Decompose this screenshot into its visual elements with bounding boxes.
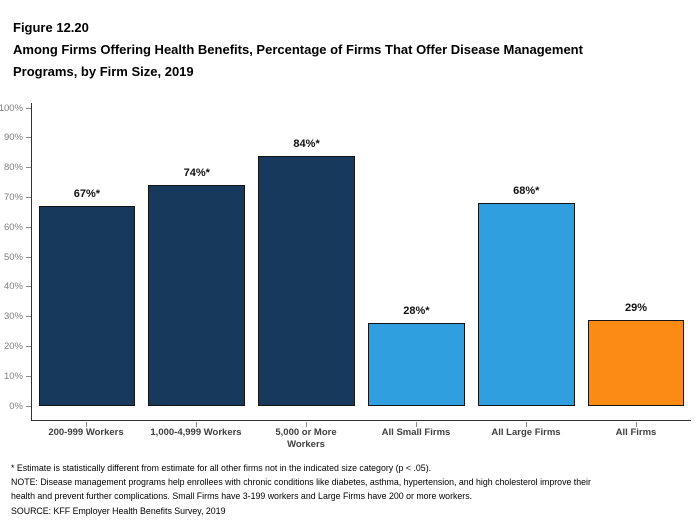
bar [587,319,685,406]
bar-slot: 68%* [471,108,581,406]
bar [258,155,355,406]
bar-slot: 67%* [32,108,142,406]
bar-value-label: 28%* [403,304,430,317]
bar [368,322,465,406]
footnote-line: * Estimate is statistically different fr… [11,463,432,473]
bar-value-label: 29% [625,301,648,314]
y-axis-tick-label: 10% [3,370,23,382]
y-axis-tick-label: 40% [3,281,23,293]
x-axis-tick [635,421,637,427]
bar-value-label: 67%* [73,188,101,201]
y-axis-tick-label: 80% [3,162,23,174]
bars-row: 67%* 74%* 84%* 28%* 68%* 29% [32,108,691,406]
y-axis-tick [25,405,31,407]
x-axis-tick [415,421,417,427]
bar-value-label: 84%* [293,137,320,150]
y-axis-tick-label: 60% [3,221,23,233]
bar-value-label: 74%* [183,167,210,180]
x-axis-tick [525,421,527,427]
y-axis-tick [25,226,31,228]
bar-value-label: 68%* [513,185,540,198]
y-axis-tick-label: 30% [3,311,23,323]
figure-number: Figure 12.20 [13,20,89,35]
x-axis-tick [306,421,308,427]
y-axis-tick [25,316,31,318]
y-axis-tick-label: 70% [3,191,23,203]
y-axis-tick [25,167,31,169]
x-axis-label: All Large Firms [491,427,561,438]
bar [148,185,246,406]
x-axis-label: All Firms [615,427,657,438]
figure-title-line-2: Programs, by Firm Size, 2019 [13,64,194,79]
y-axis-tick-label: 50% [3,251,23,263]
x-axis-label: All Small Firms [381,427,451,438]
y-axis-tick [25,137,31,139]
x-axis-tick [86,421,88,427]
y-axis-tick [25,196,31,198]
x-axis-tick [196,421,198,427]
x-axis-label: 5,000 or More Workers [275,427,337,450]
bar-slot: 28%* [361,108,471,406]
bar-slot: 84%* [252,108,362,406]
y-axis-tick-label: 100% [0,102,23,114]
plot-area: 67%* 74%* 84%* 28%* 68%* 29% 0% 10% 20% 30% 40% 50… [0,103,691,427]
x-axis-labels: 200-999 Workers 1,000-4,999 Workers 5,000 … [31,427,691,451]
y-axis-tick [25,286,31,288]
bar [477,203,575,406]
x-axis-label: 200-999 Workers [48,427,124,438]
y-axis-tick [25,107,31,109]
y-axis-tick [25,256,31,258]
y-axis-tick-label: 0% [9,400,23,412]
footnote-line: SOURCE: KFF Employer Health Benefits Sur… [11,505,226,516]
y-axis-tick-label: 20% [3,340,23,352]
figure-title-line-1: Among Firms Offering Health Benefits, Pe… [13,42,583,57]
bar-slot: 74%* [142,108,252,406]
footnote-line: health and prevent further complications… [11,491,473,502]
footnotes: * Estimate is statistically different fr… [11,461,691,518]
y-axis-tick [25,375,31,377]
bar-slot: 29% [581,108,691,406]
y-axis-tick-label: 90% [3,132,23,144]
bar [38,206,136,406]
y-axis-tick [25,345,31,347]
footnote-line: NOTE: Disease management programs help e… [11,477,591,488]
x-axis-label: 1,000-4,999 Workers [150,427,242,438]
figure-header: Figure 12.20 Among Firms Offering Health… [13,17,683,83]
bar-chart: 67%* 74%* 84%* 28%* 68%* 29% 0% 10% 20% 30% 40% 50… [0,100,698,458]
